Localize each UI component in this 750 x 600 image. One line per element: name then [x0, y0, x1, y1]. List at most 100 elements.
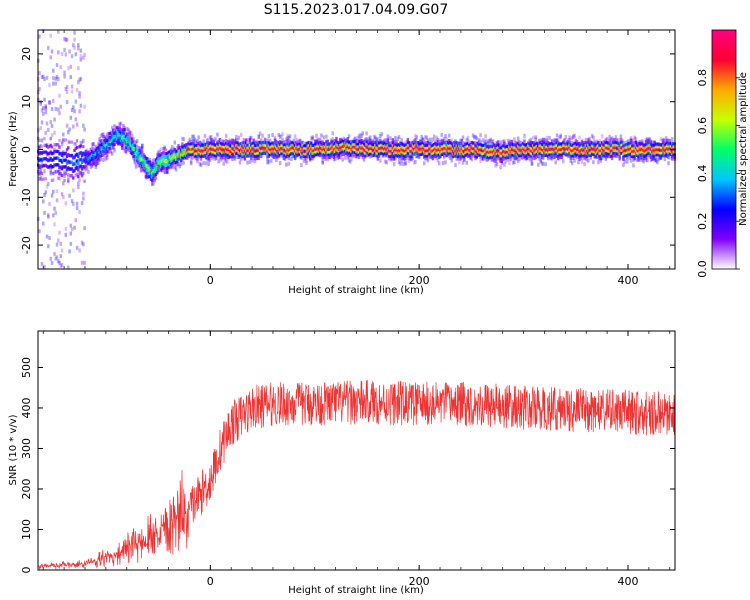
spectrogram-cell	[283, 150, 287, 155]
spectrogram-cell	[379, 141, 382, 145]
spectrogram-cell	[377, 146, 381, 150]
spectrogram-cell	[635, 157, 639, 162]
spectrogram-cell	[164, 166, 168, 170]
spectrogram-cell	[83, 260, 86, 265]
spectrogram-cell	[221, 147, 224, 152]
spectrogram-cell	[159, 164, 163, 168]
spectrogram-cell	[152, 173, 155, 177]
spectrogram-cell	[587, 140, 590, 145]
spectrogram-cell	[412, 149, 416, 154]
spectrogram-cell	[395, 146, 398, 151]
spectrogram-cell	[265, 151, 268, 156]
spectrogram-cell	[278, 150, 282, 154]
spectrogram-cell	[499, 154, 502, 158]
spectrogram-cell	[354, 136, 357, 141]
spectrogram-cell	[183, 143, 187, 148]
spectrogram-cell	[49, 157, 52, 161]
spectrogram-cell	[153, 173, 157, 178]
spectrogram-cell	[62, 165, 65, 169]
spectrogram-cell	[330, 153, 333, 158]
spectrogram-cell	[629, 158, 633, 163]
spectrogram-cell	[624, 148, 628, 153]
spectrogram-cell	[237, 155, 240, 160]
spectrogram-cell	[524, 152, 527, 156]
spectrogram-cell	[563, 147, 566, 152]
spectrogram-cell	[439, 142, 442, 147]
spectrogram-cell	[367, 150, 371, 154]
spectrogram-cell	[48, 83, 51, 88]
spectrogram-cell	[435, 151, 438, 155]
spectrogram-cell	[345, 138, 348, 142]
spectrogram-cell	[446, 151, 450, 155]
spectrogram-cell	[236, 143, 239, 147]
spectrogram-cell	[59, 151, 63, 156]
spectrogram-cell	[128, 137, 131, 141]
spectrogram-cell	[583, 162, 586, 167]
spectrogram-cell	[102, 153, 105, 157]
spectrogram-cell	[628, 155, 631, 160]
spectrogram-cell	[419, 139, 422, 143]
spectrogram-cell	[390, 154, 393, 158]
spectrogram-cell	[97, 145, 100, 149]
spectrogram-cell	[486, 155, 490, 159]
spectrogram-cell	[372, 134, 376, 139]
spectrogram-cell	[605, 151, 609, 155]
spectrogram-cell	[663, 151, 666, 155]
spectrogram-cell	[318, 148, 322, 152]
spectrogram-cell	[619, 143, 623, 147]
spectrogram-cell	[283, 156, 287, 161]
spectrogram-cell	[139, 169, 143, 173]
spectrogram-cell	[292, 141, 296, 145]
spectrogram-cell	[406, 148, 410, 152]
spectrogram-cell	[629, 138, 633, 142]
spectrogram-cell	[102, 149, 105, 153]
spectrogram-cell	[531, 143, 535, 147]
spectrogram-cell	[305, 158, 308, 163]
spectrogram-cell	[271, 152, 274, 156]
spectrogram-cell	[540, 139, 544, 144]
spectrogram-cell	[82, 151, 85, 155]
spectrogram-cell	[545, 153, 549, 157]
spectrogram-cell	[547, 154, 550, 158]
spectrogram-cell	[617, 151, 620, 156]
spectrogram-cell	[641, 140, 644, 145]
spectrogram-cell	[474, 143, 477, 147]
spectrogram-cell	[167, 150, 170, 155]
spectrogram-cell	[346, 137, 349, 141]
spectrogram-cell	[58, 145, 61, 149]
spectrogram-cell	[286, 136, 289, 141]
spectrogram-cell	[417, 144, 421, 149]
spectrogram-cell	[599, 140, 603, 145]
spectrogram-cell	[590, 144, 594, 148]
spectrogram-cell	[652, 140, 655, 144]
spectrogram-cell	[450, 144, 453, 148]
spectrogram-cell	[177, 154, 180, 158]
spectrogram-cell	[419, 152, 422, 157]
spectrogram-cell	[638, 144, 641, 149]
spectrogram-cell	[609, 152, 613, 156]
spectrogram-cell	[92, 142, 95, 147]
spectrogram-cell	[234, 143, 238, 147]
spectrogram-cell	[568, 140, 571, 145]
spectrogram-cell	[664, 136, 668, 141]
spectrogram-cell	[505, 155, 509, 160]
spectrogram-cell	[191, 150, 194, 154]
spectrogram-cell	[495, 152, 499, 156]
spectrogram-cell	[54, 256, 58, 261]
spectrogram-cell	[89, 158, 93, 163]
spectrogram-cell	[137, 149, 140, 153]
spectrogram-cell	[63, 165, 66, 169]
spectrogram-cell	[290, 157, 293, 162]
spectrogram-cell	[337, 144, 341, 149]
spectrogram-cell	[256, 148, 259, 153]
spectrogram-cell	[342, 147, 346, 151]
spectrogram-cell	[668, 141, 671, 145]
spectrogram-cell	[40, 262, 44, 267]
spectrogram-cell	[107, 139, 110, 143]
spectrogram-cell	[392, 154, 396, 159]
spectrogram-cell	[503, 162, 506, 167]
spectrogram-cell	[234, 146, 238, 150]
spectrogram-cell	[658, 156, 661, 160]
spectrogram-cell	[579, 154, 582, 158]
spectrogram-cell	[550, 155, 554, 159]
